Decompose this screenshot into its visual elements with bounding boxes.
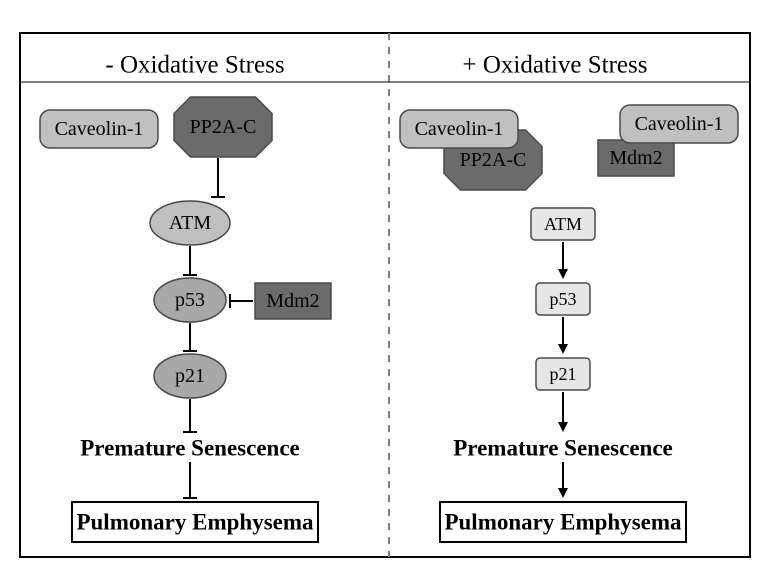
right-p21-label: p21: [550, 364, 577, 384]
left-senescence-label: Premature Senescence: [80, 436, 300, 461]
right-caveolin-1-label: Caveolin-1: [415, 118, 504, 140]
left-mdm2-label: Mdm2: [266, 290, 319, 312]
title-right: + Oxidative Stress: [463, 52, 648, 79]
title-left: - Oxidative Stress: [105, 52, 284, 79]
right-mdm2-label: Mdm2: [609, 147, 662, 169]
left-emphysema-label: Pulmonary Emphysema: [76, 510, 314, 535]
right-p53-label: p53: [550, 289, 577, 309]
left-p21-label: p21: [175, 365, 205, 387]
right-emphysema-label: Pulmonary Emphysema: [444, 510, 682, 535]
right-senescence-label: Premature Senescence: [453, 436, 673, 461]
right-pp2ac-label: PP2A-C: [460, 149, 527, 171]
right-caveolin-2-label: Caveolin-1: [635, 113, 724, 135]
right-atm-label: ATM: [544, 214, 582, 234]
left-pp2ac-label: PP2A-C: [190, 116, 257, 138]
left-p53-label: p53: [175, 289, 205, 311]
left-atm-label: ATM: [169, 212, 211, 234]
left-caveolin-label: Caveolin-1: [55, 118, 144, 140]
